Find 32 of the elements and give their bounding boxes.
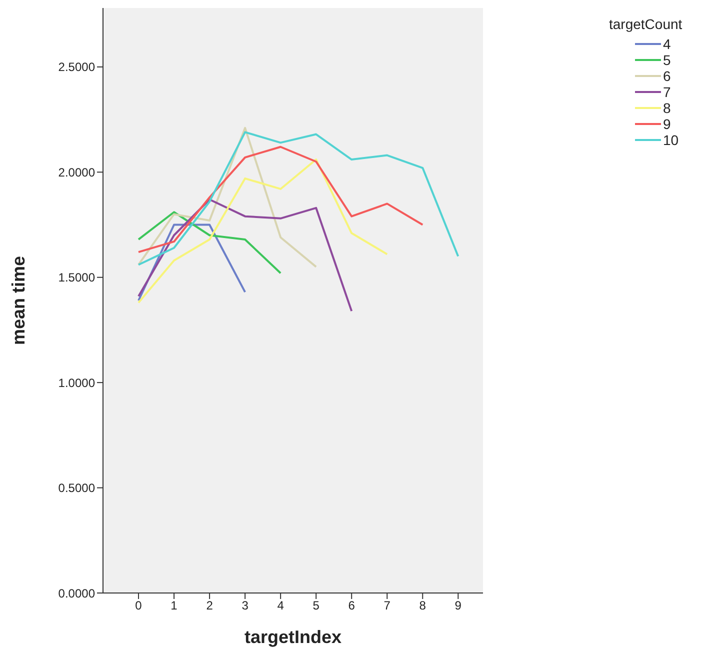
x-tick-label: 7: [384, 598, 391, 613]
legend-title: targetCount: [609, 16, 684, 32]
x-tick-label: 6: [348, 598, 356, 613]
x-tick-label: 8: [419, 598, 426, 613]
y-tick-label: 2.5000: [58, 60, 96, 74]
x-tick-label: 9: [454, 598, 462, 613]
x-axis-title: targetIndex: [244, 627, 342, 647]
x-tick-label: 0: [135, 598, 142, 613]
legend-label: 7: [663, 84, 671, 100]
legend-label: 6: [663, 68, 671, 84]
y-tick-label: 1.5000: [58, 270, 96, 285]
legend-label: 4: [663, 36, 671, 52]
line-series: [138, 131, 460, 266]
legend-label: 10: [663, 132, 679, 148]
legend-label: 5: [663, 52, 671, 68]
y-tick-label: 1.0000: [58, 376, 96, 390]
x-tick-label: 4: [277, 598, 284, 613]
y-tick-label: 0.5000: [58, 481, 96, 496]
x-tick-label: 1: [170, 598, 178, 613]
x-tick-label: 2: [206, 598, 214, 613]
line-series: [138, 126, 318, 268]
y-axis-title: mean time: [8, 256, 28, 346]
line-series: [138, 211, 282, 274]
legend-label: 8: [663, 100, 671, 116]
y-tick-label: 0.0000: [58, 586, 96, 600]
line-series: [138, 198, 353, 312]
legend-label: 9: [663, 116, 671, 132]
line-series: [138, 158, 388, 304]
y-tick-label: 2.0000: [58, 165, 96, 180]
x-tick-label: 3: [242, 598, 249, 613]
x-tick-label: 5: [312, 598, 320, 613]
line-series: [138, 146, 424, 254]
